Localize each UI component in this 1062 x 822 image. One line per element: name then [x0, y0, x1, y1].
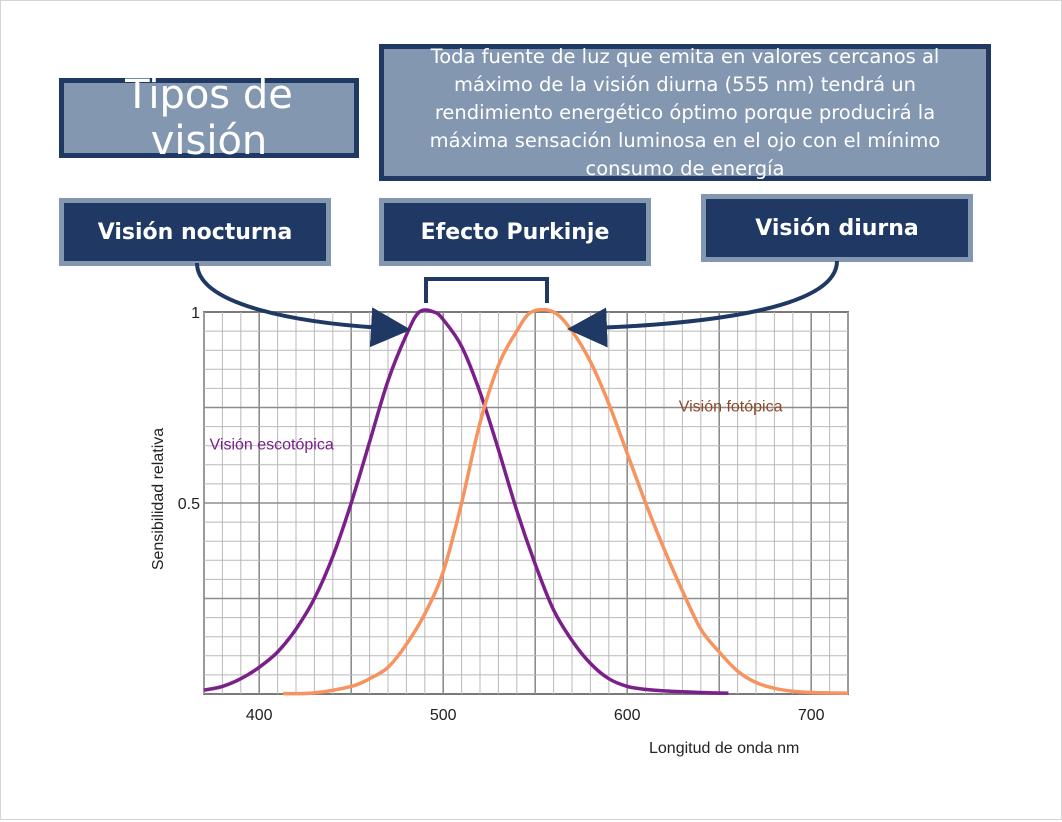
- purkinje-bracket: [424, 277, 549, 303]
- connectors: [195, 260, 839, 348]
- x-tick-label: 700: [798, 707, 825, 724]
- tick-labels: 400 500 600 700 1 0.5: [178, 305, 825, 724]
- purkinje-box: Efecto Purkinje: [379, 198, 651, 266]
- x-tick-label: 400: [246, 707, 273, 724]
- day-vision-label: Visión diurna: [755, 215, 919, 241]
- photopic-series-label: Visión fotópica: [679, 398, 783, 415]
- x-tick-label: 500: [430, 707, 457, 724]
- x-axis-label: Longitud de onda nm: [649, 740, 799, 757]
- x-tick-label: 600: [614, 707, 641, 724]
- y-axis-label: Sensibilidad relativa: [150, 428, 167, 570]
- purkinje-label: Efecto Purkinje: [420, 219, 610, 245]
- y-tick-label: 0.5: [178, 496, 200, 513]
- series-layer: [203, 307, 849, 696]
- note-box: Toda fuente de luz que emita en valores …: [379, 44, 991, 181]
- photopic-curve: [283, 307, 849, 696]
- night-arrow: [195, 262, 411, 348]
- scotopic-curve: [203, 308, 729, 695]
- slide-title: Tipos de visión: [125, 72, 293, 164]
- scotopic-series-label: Visión escotópica: [210, 437, 334, 454]
- night-vision-label: Visión nocturna: [97, 219, 293, 245]
- title-box: Tipos de visión: [59, 72, 359, 164]
- day-arrow: [567, 260, 839, 348]
- day-vision-box: Visión diurna: [701, 194, 973, 262]
- night-vision-box: Visión nocturna: [59, 198, 331, 266]
- grid: [203, 312, 849, 694]
- y-tick-label: 1: [191, 305, 200, 322]
- note-text: Toda fuente de luz que emita en valores …: [429, 44, 941, 180]
